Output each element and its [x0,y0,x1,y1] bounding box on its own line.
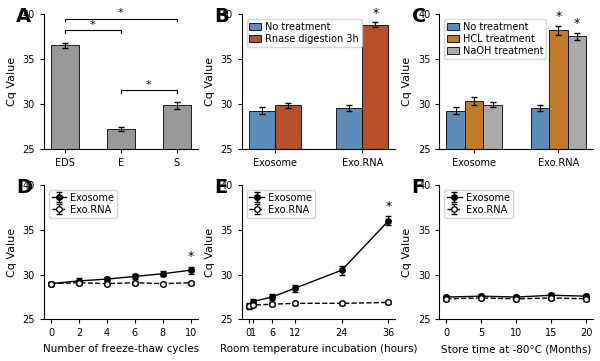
Text: *: * [118,8,124,18]
Text: D: D [16,178,32,197]
Text: C: C [412,7,426,26]
Y-axis label: Cq Value: Cq Value [205,228,215,277]
Y-axis label: Cq Value: Cq Value [7,228,17,277]
Bar [107,129,135,361]
Text: *: * [90,20,96,30]
Text: *: * [146,80,152,90]
Text: F: F [412,178,425,197]
X-axis label: Number of freeze-thaw cycles: Number of freeze-thaw cycles [43,344,199,354]
Bar [51,45,79,361]
Text: A: A [16,7,31,26]
Bar [484,105,502,361]
Bar [530,108,549,361]
Legend: Exosome, Exo.RNA: Exosome, Exo.RNA [247,190,315,218]
Bar [248,111,275,361]
Text: *: * [385,200,392,213]
Y-axis label: Cq Value: Cq Value [205,57,215,106]
Bar [163,105,191,361]
Bar [446,111,465,361]
Legend: No treatment, HCL treatment, NaOH treatment: No treatment, HCL treatment, NaOH treatm… [444,19,546,58]
Bar [549,30,568,361]
Text: *: * [372,7,379,20]
Legend: Exosome, Exo.RNA: Exosome, Exo.RNA [444,190,512,218]
Bar [275,105,301,361]
Text: *: * [574,17,580,30]
Bar [336,108,362,361]
Text: *: * [555,10,562,23]
Y-axis label: Cq Value: Cq Value [403,57,412,106]
Text: E: E [214,178,227,197]
Y-axis label: Cq Value: Cq Value [403,228,412,277]
Legend: No treatment, Rnase digestion 3h: No treatment, Rnase digestion 3h [247,19,362,47]
Y-axis label: Cq Value: Cq Value [7,57,17,106]
X-axis label: Store time at -80°C (Months): Store time at -80°C (Months) [441,344,592,354]
Bar [568,36,586,361]
Bar [362,25,388,361]
Text: *: * [188,250,194,263]
X-axis label: Room temperature incubation (hours): Room temperature incubation (hours) [220,344,417,354]
Legend: Exosome, Exo.RNA: Exosome, Exo.RNA [49,190,117,218]
Bar [465,101,484,361]
Text: B: B [214,7,229,26]
